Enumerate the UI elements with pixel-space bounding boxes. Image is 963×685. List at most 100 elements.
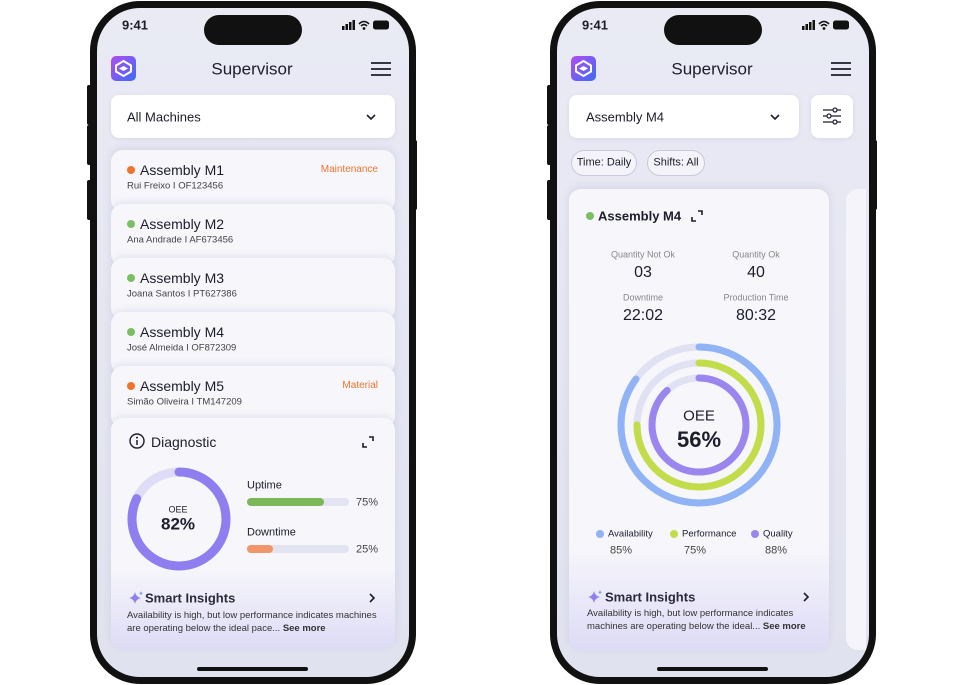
side-button [87,85,92,125]
home-indicator [197,667,308,671]
bar-track [247,545,349,553]
machine-card[interactable] [111,204,395,266]
ring-arc [648,374,750,476]
see-more[interactable]: See more [282,623,326,634]
stat-value: 80:32 [735,307,777,324]
side-button [87,180,92,220]
status-icons [802,20,849,30]
status-dot [127,382,135,390]
oee-label: OEE [683,407,715,425]
expand-button[interactable] [691,210,703,222]
status-dot [127,328,135,336]
legend-label: Availability [608,528,653,540]
stat-value: 40 [747,264,765,281]
side-button [547,85,552,125]
machine-name: Assembly M4 [598,208,682,224]
machine-card[interactable] [111,150,395,212]
legend-value: 75% [683,544,707,557]
machine-select-value: All Machines [127,109,201,125]
bar-fill [247,498,324,506]
menu-button[interactable] [371,62,391,76]
machine-detail: Ana Andrade I AF673456 [127,234,234,246]
side-button [547,180,552,220]
diagnostic-card [111,418,395,649]
legend-label: Quality [763,528,793,540]
metric-value: 75% [355,496,378,509]
see-more[interactable]: See more [762,621,806,632]
chip-label: Shifts: All [653,156,699,169]
machine-detail: Rui Freixo I OF123456 [127,180,224,192]
app-title: Supervisor [671,59,753,79]
metric-label: Uptime [247,479,282,492]
filter-chip[interactable] [571,150,637,176]
app-logo [571,56,596,81]
machine-select-value: Assembly M4 [586,109,665,125]
machine-select[interactable] [111,95,395,138]
stat-value: 03 [634,264,652,281]
oee-value: 56% [676,427,722,452]
legend-dot [670,530,678,538]
ring-arc [127,467,231,571]
menu-button[interactable] [831,62,851,76]
legend-dot [596,530,604,538]
status-dot [586,212,594,220]
stat-value: 22:02 [622,307,664,324]
machine-detail: Simão Oliveira I TM147209 [127,396,242,408]
machine-name: Assembly M3 [140,270,225,286]
machine-tag: Material [342,380,378,391]
insights-title: Smart Insights [145,590,236,606]
status-time: 9:41 [122,17,149,33]
filter-chip[interactable] [647,150,705,176]
legend-value: 85% [609,544,633,557]
metric-value: 25% [355,543,378,556]
insights-chevron[interactable] [803,592,810,602]
machine-card [569,189,829,650]
insights-title: Smart Insights [605,589,696,605]
status-dot [127,166,135,174]
stat-label: Downtime [622,292,664,303]
diagnostic-title: Diagnostic [151,434,217,450]
dropdown-chevron [770,114,780,121]
bar-fill [247,545,273,553]
side-button [547,125,552,165]
ring-arc [633,359,765,491]
insights-text: Availability is high, but low performanc… [127,609,382,639]
machine-detail: José Almeida I OF872309 [127,342,237,354]
machine-card[interactable] [111,312,395,374]
app-logo [111,56,136,81]
expand-button[interactable] [362,436,374,448]
oee-value: 82% [160,514,196,534]
legend-label: Performance [682,528,737,540]
filter-icon [823,107,841,125]
insights-chevron[interactable] [369,593,376,603]
status-dot [127,274,135,282]
machine-card[interactable] [111,366,395,428]
stat-label: Quantity Not Ok [610,249,676,260]
machine-tag: Maintenance [320,164,378,175]
machine-card[interactable] [111,258,395,320]
ring-arc [617,343,781,507]
status-dot [127,220,135,228]
oee-rings [617,343,781,507]
dropdown-chevron [366,114,376,121]
status-time: 9:41 [582,17,609,33]
sparkle-icon [588,590,602,603]
machine-detail: Joana Santos I PT627386 [127,288,237,300]
notch [664,15,762,45]
insights-text: Availability is high, but low performanc… [587,607,812,637]
info-icon [129,433,145,449]
machine-name: Assembly M1 [140,162,225,178]
oee-label: OEE [168,504,188,515]
side-card [846,189,866,650]
stat-label: Production Time [723,292,789,303]
sparkle-icon [129,591,143,604]
status-icons [342,20,389,30]
side-button [87,125,92,165]
machine-name: Assembly M2 [140,216,225,232]
machine-select[interactable] [569,95,799,138]
chip-label: Time: Daily [576,156,632,169]
legend-value: 88% [764,544,788,557]
stat-label: Quantity Ok [732,249,780,260]
metric-label: Downtime [247,526,296,539]
